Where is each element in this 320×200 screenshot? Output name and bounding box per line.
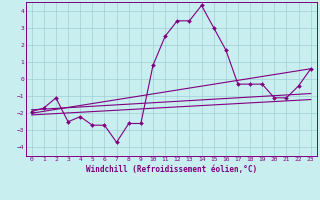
X-axis label: Windchill (Refroidissement éolien,°C): Windchill (Refroidissement éolien,°C) — [86, 165, 257, 174]
